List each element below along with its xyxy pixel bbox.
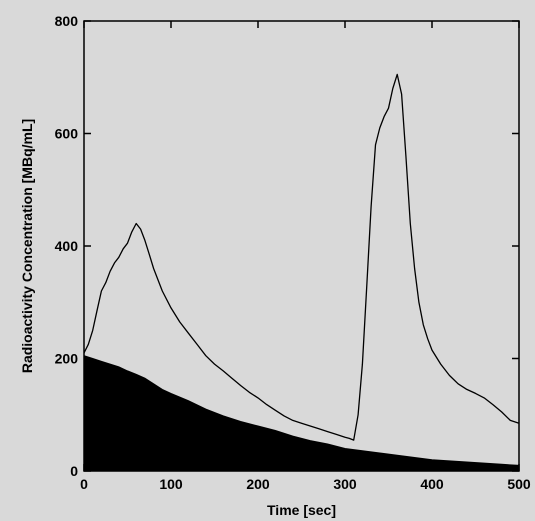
x-tick-label: 400: [420, 476, 444, 492]
x-tick-label: 0: [80, 476, 88, 492]
series-area-1: [83, 355, 520, 472]
tick-labels: 0 100 200 300 400 500 0 200 400 600 800: [55, 13, 531, 492]
x-tick-label: 500: [507, 476, 531, 492]
y-tick-label: 600: [55, 126, 79, 142]
plot-content: [83, 73, 520, 472]
series-line-0: [83, 73, 520, 441]
y-tick-label: 200: [55, 351, 79, 367]
y-tick-label: 0: [70, 463, 78, 479]
axis-ticks: [83, 20, 520, 472]
x-tick-label: 200: [246, 476, 270, 492]
x-axis-title: Time [sec]: [267, 502, 336, 518]
x-tick-label: 100: [159, 476, 183, 492]
y-tick-label: 800: [55, 13, 79, 29]
x-tick-label: 300: [333, 476, 357, 492]
y-tick-label: 400: [55, 238, 79, 254]
y-axis-title: Radioactivity Concentration [MBq/mL]: [19, 119, 35, 373]
